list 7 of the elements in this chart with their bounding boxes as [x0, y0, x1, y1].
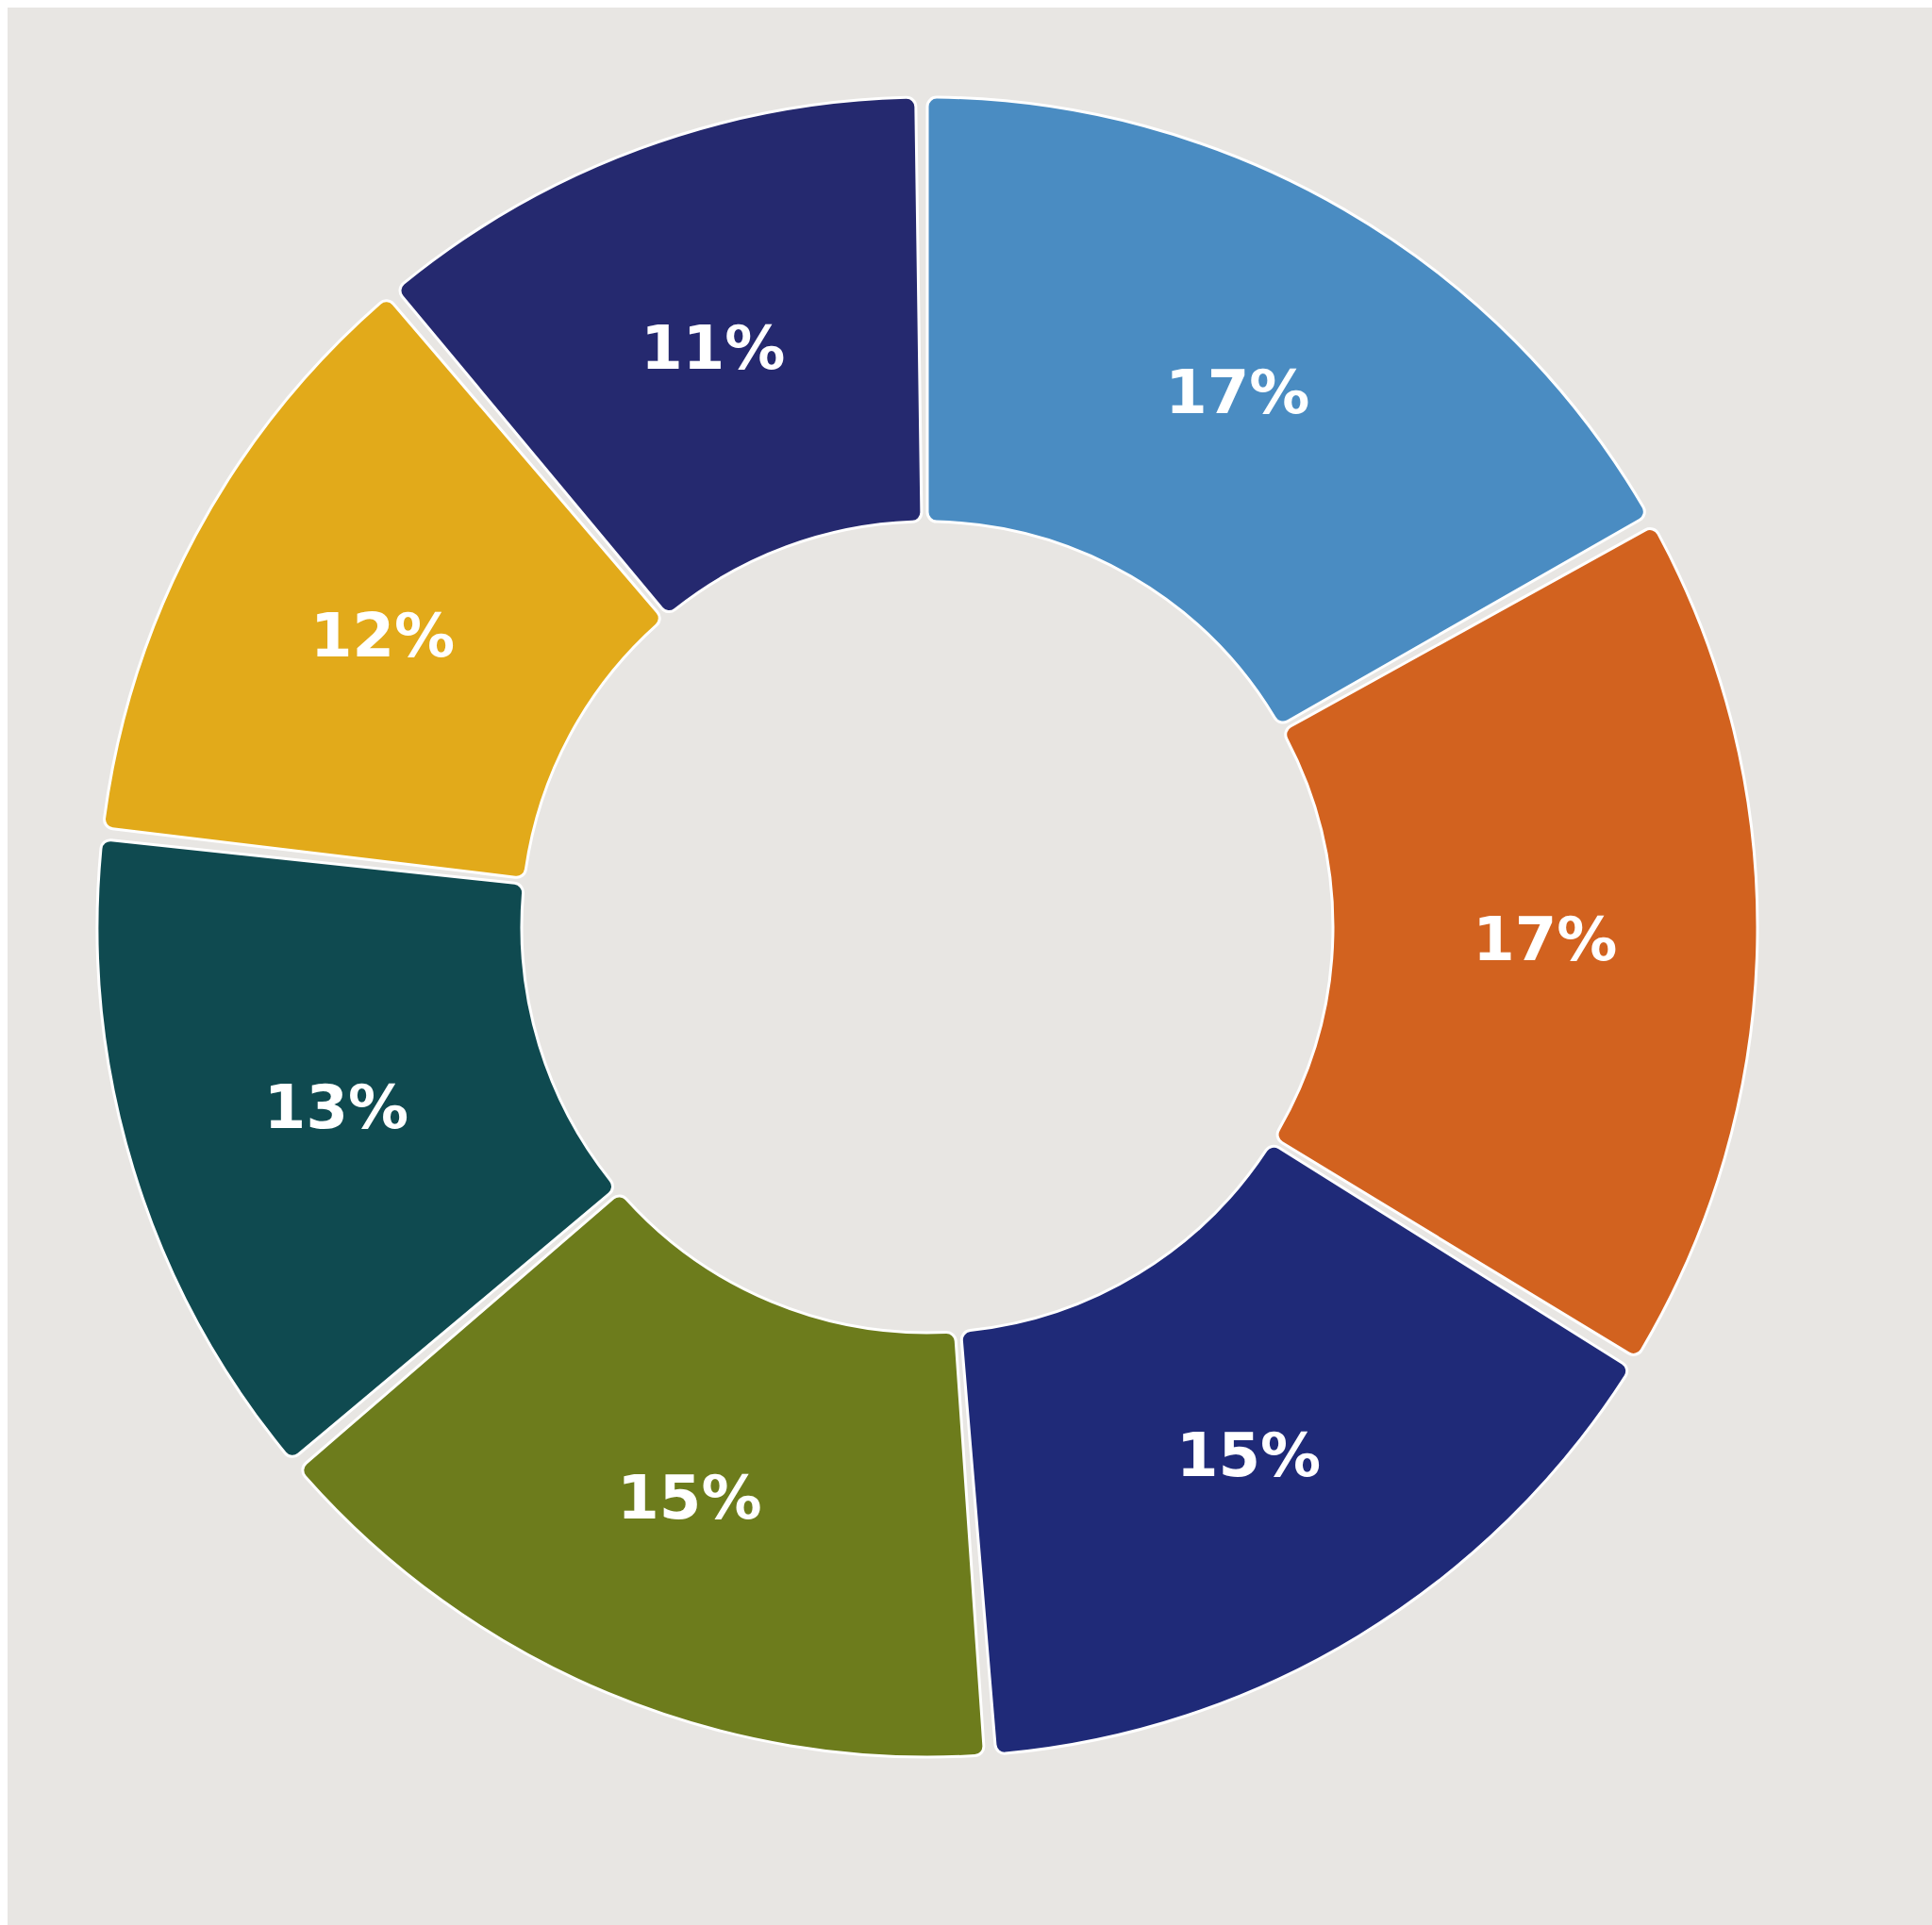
data-label: 13%: [263, 1071, 409, 1142]
data-label: 15%: [617, 1462, 762, 1533]
data-label: 17%: [1165, 357, 1310, 428]
data-label: 17%: [1473, 904, 1618, 975]
data-label: 12%: [309, 600, 456, 671]
data-label: 15%: [1175, 1419, 1322, 1490]
data-label: 11%: [641, 312, 786, 383]
